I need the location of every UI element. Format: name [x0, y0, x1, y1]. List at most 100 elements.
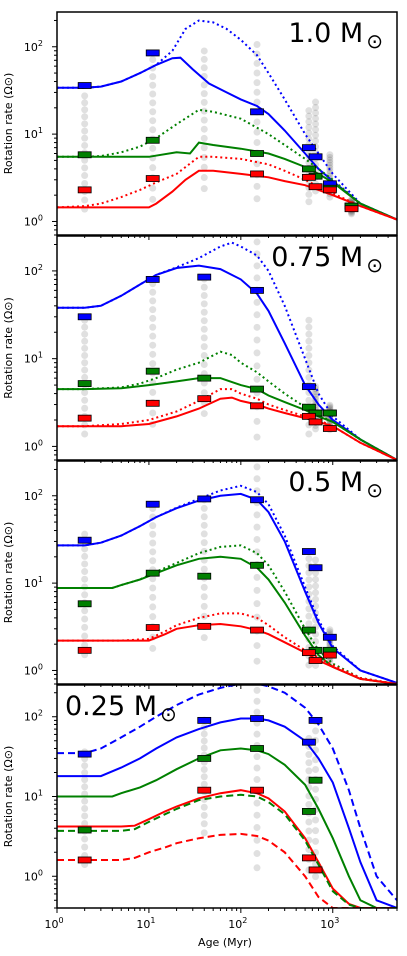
data-scatter-point — [200, 780, 208, 788]
data-scatter-point — [200, 98, 208, 106]
data-scatter-point — [305, 620, 313, 628]
percentile-marker — [145, 399, 160, 407]
data-scatter-point — [200, 602, 208, 610]
data-scatter-point — [305, 801, 313, 809]
data-scatter-point — [81, 591, 89, 599]
data-scatter-point — [200, 811, 208, 819]
percentile-marker — [145, 136, 160, 144]
percentile-marker — [250, 170, 264, 178]
data-scatter-point — [348, 210, 356, 218]
percentile-marker — [301, 649, 316, 657]
data-scatter-point — [312, 766, 320, 774]
data-scatter-point — [253, 573, 261, 581]
data-scatter-point — [200, 583, 208, 591]
data-scatter-point — [312, 816, 320, 824]
percentile-marker — [250, 496, 264, 504]
data-scatter-point — [81, 179, 89, 187]
percentile-marker — [145, 367, 160, 375]
percentile-marker — [197, 622, 212, 630]
percentile-marker — [145, 175, 160, 182]
data-scatter-point — [312, 602, 320, 610]
data-scatter-point — [326, 626, 334, 634]
data-scatter-point — [200, 325, 208, 333]
x-tick-label: 101 — [136, 916, 155, 931]
data-scatter-point — [253, 182, 261, 190]
series-line — [57, 56, 397, 221]
y-tick-exponent: 0 — [38, 438, 43, 447]
data-scatter-point — [326, 403, 334, 411]
percentile-marker — [308, 866, 323, 874]
data-scatter-point — [305, 198, 313, 206]
percentile-marker — [308, 418, 323, 426]
data-scatter-point — [81, 156, 89, 164]
data-scatter-point — [81, 607, 89, 615]
data-scatter-point — [312, 114, 320, 122]
data-scatter-point — [200, 737, 208, 745]
data-scatter-point — [305, 118, 313, 126]
percentile-marker — [145, 624, 160, 631]
percentile-marker — [250, 745, 264, 752]
percentile-marker — [250, 715, 264, 722]
x-tick-exponent: 3 — [334, 916, 339, 925]
series-line — [57, 264, 397, 460]
percentile-marker — [77, 750, 92, 758]
data-scatter-point — [200, 300, 208, 308]
data-scatter-point — [200, 317, 208, 325]
data-scatter-point — [81, 769, 89, 777]
y-tick-label: 102 — [24, 263, 43, 278]
x-axis-label: Age (Myr) — [198, 936, 252, 949]
series-line — [57, 19, 397, 221]
y-tick-label: 102 — [24, 709, 43, 724]
data-scatter-point — [312, 589, 320, 597]
percentile-marker — [301, 854, 316, 862]
data-scatter-point — [305, 373, 313, 381]
x-tick-label: 100 — [44, 916, 63, 931]
data-scatter-point — [200, 773, 208, 781]
data-scatter-point — [253, 850, 261, 858]
data-scatter-point — [305, 576, 313, 584]
data-scatter-point — [200, 153, 208, 161]
data-scatter-point — [81, 389, 89, 397]
data-scatter-point — [200, 530, 208, 538]
data-scatter-point — [305, 359, 313, 367]
mass-label: 1.0 M ⊙ — [288, 18, 383, 53]
percentile-marker — [197, 786, 212, 794]
data-scatter-point — [200, 185, 208, 193]
data-scatter-point — [253, 697, 261, 705]
x-tick-label: 102 — [228, 916, 247, 931]
data-scatter-point — [200, 64, 208, 72]
y-tick-label: 102 — [24, 488, 43, 503]
data-scatter-point — [305, 112, 313, 120]
y-tick-exponent: 1 — [38, 575, 43, 584]
data-scatter-point — [149, 297, 157, 305]
percentile-marker — [301, 144, 316, 152]
percentile-marker — [301, 808, 316, 815]
data-scatter-point — [200, 163, 208, 171]
data-scatter-point — [326, 153, 334, 161]
data-scatter-point — [200, 565, 208, 573]
data-scatter-point — [81, 568, 89, 576]
data-scatter-point — [81, 164, 89, 172]
data-scatter-point — [200, 107, 208, 115]
percentile-marker — [250, 626, 264, 634]
series-line — [57, 793, 397, 908]
data-scatter-point — [81, 615, 89, 623]
sun-subscript: ⊙ — [160, 702, 177, 726]
data-scatter-point — [81, 404, 89, 412]
data-scatter-point — [253, 764, 261, 772]
data-scatter-point — [305, 190, 313, 198]
data-scatter-point — [81, 172, 89, 180]
data-scatter-point — [200, 744, 208, 752]
data-scatter-point — [312, 785, 320, 793]
data-scatter-point — [305, 827, 313, 835]
data-scatter-point — [149, 360, 157, 368]
data-scatter-point — [305, 337, 313, 345]
percentile-marker — [322, 651, 337, 659]
sun-subscript: ⊙ — [366, 29, 383, 53]
data-scatter-point — [81, 92, 89, 100]
series-line — [57, 141, 397, 221]
data-scatter-point — [81, 641, 89, 649]
percentile-marker — [308, 183, 323, 191]
percentile-marker — [197, 273, 212, 281]
